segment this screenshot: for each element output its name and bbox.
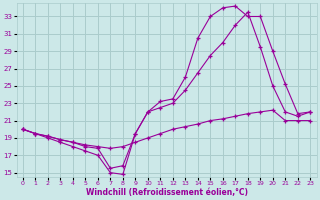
X-axis label: Windchill (Refroidissement éolien,°C): Windchill (Refroidissement éolien,°C) [85, 188, 248, 197]
